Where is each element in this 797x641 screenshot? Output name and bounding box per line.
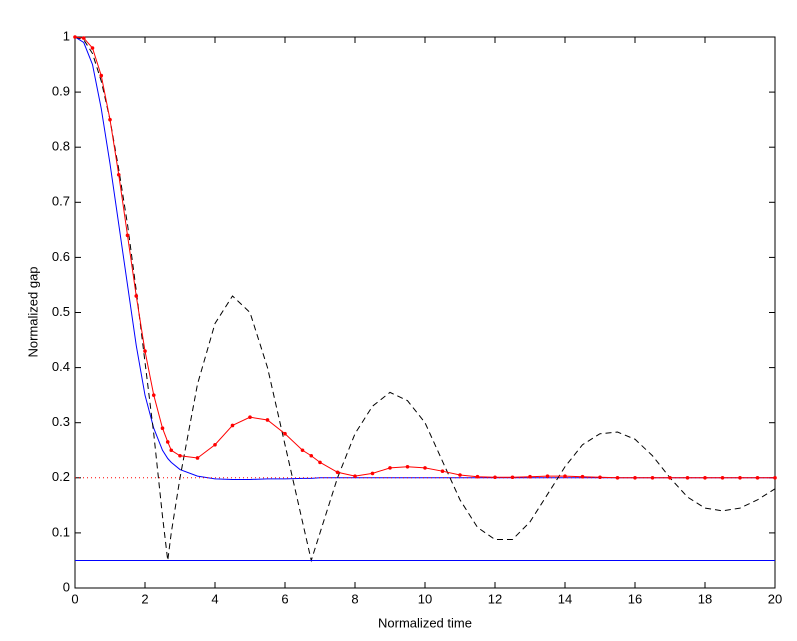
x-tick-label: 18 <box>698 591 712 606</box>
x-tick-label: 20 <box>768 591 782 606</box>
plot-frame <box>74 36 776 589</box>
series-marker <box>195 456 200 460</box>
series-marker <box>283 431 287 436</box>
y-tick-label: 0.6 <box>52 249 70 264</box>
y-axis-label: Normalized gap <box>25 266 40 357</box>
series-marker <box>125 233 130 238</box>
series-marker <box>318 460 322 465</box>
x-tick-label: 12 <box>488 591 502 606</box>
series-marker <box>143 349 147 353</box>
x-axis-label: Normalized time <box>378 615 472 630</box>
series-marker <box>528 474 532 479</box>
y-tick-label: 0.1 <box>52 524 70 539</box>
series-marker <box>248 415 252 419</box>
series-marker <box>510 475 515 480</box>
series-marker <box>668 476 672 480</box>
series-marker <box>335 470 340 475</box>
series-marker <box>151 393 156 397</box>
series-marker <box>165 440 170 444</box>
x-tick-label: 2 <box>141 591 148 606</box>
series-marker <box>650 476 655 480</box>
series-marker <box>563 474 567 478</box>
x-tick-label: 10 <box>418 591 432 606</box>
x-tick-label: 16 <box>628 591 642 606</box>
series-line <box>74 36 776 563</box>
series-marker <box>99 73 104 78</box>
x-tick-label: 8 <box>351 591 358 606</box>
series-marker <box>169 448 174 453</box>
series-marker <box>213 442 217 447</box>
series-marker <box>134 294 139 298</box>
series-marker <box>300 448 305 453</box>
y-tick-label: 0.3 <box>52 414 70 429</box>
y-tick-label: 1 <box>63 28 70 43</box>
series-marker <box>90 46 95 50</box>
series-marker <box>160 426 165 431</box>
x-tick-label: 4 <box>211 591 218 606</box>
series-marker <box>545 474 550 478</box>
y-tick-label: 0 <box>63 579 70 594</box>
series-marker <box>703 476 707 480</box>
x-tick-label: 6 <box>281 591 288 606</box>
series-marker <box>309 453 314 458</box>
y-tick-label: 0.2 <box>52 469 70 484</box>
series-marker <box>755 476 760 480</box>
series-marker <box>475 474 480 479</box>
series-marker <box>440 469 445 473</box>
series-marker <box>458 473 462 477</box>
series-marker <box>615 476 620 480</box>
series-marker <box>388 466 392 470</box>
x-tick-label: 0 <box>71 591 78 606</box>
series-marker <box>81 36 86 40</box>
y-tick-label: 0.8 <box>52 139 70 154</box>
series-marker <box>405 464 410 469</box>
x-tick-label: 14 <box>558 591 572 606</box>
series-marker <box>265 418 270 422</box>
series-marker <box>230 423 235 428</box>
series-marker <box>370 471 375 476</box>
series-marker <box>598 475 602 480</box>
series-marker <box>108 117 112 122</box>
series-marker <box>178 453 182 458</box>
series-marker <box>116 172 121 177</box>
series-marker <box>423 466 427 470</box>
y-tick-label: 0.7 <box>52 194 70 209</box>
y-tick-label: 0.5 <box>52 304 70 319</box>
series-marker <box>353 474 357 478</box>
y-tick-label: 0.4 <box>52 359 70 374</box>
series-marker <box>73 35 77 39</box>
y-tick-label: 0.9 <box>52 84 70 99</box>
series-marker <box>720 476 725 480</box>
series-marker <box>493 475 497 480</box>
series-marker <box>773 476 777 480</box>
